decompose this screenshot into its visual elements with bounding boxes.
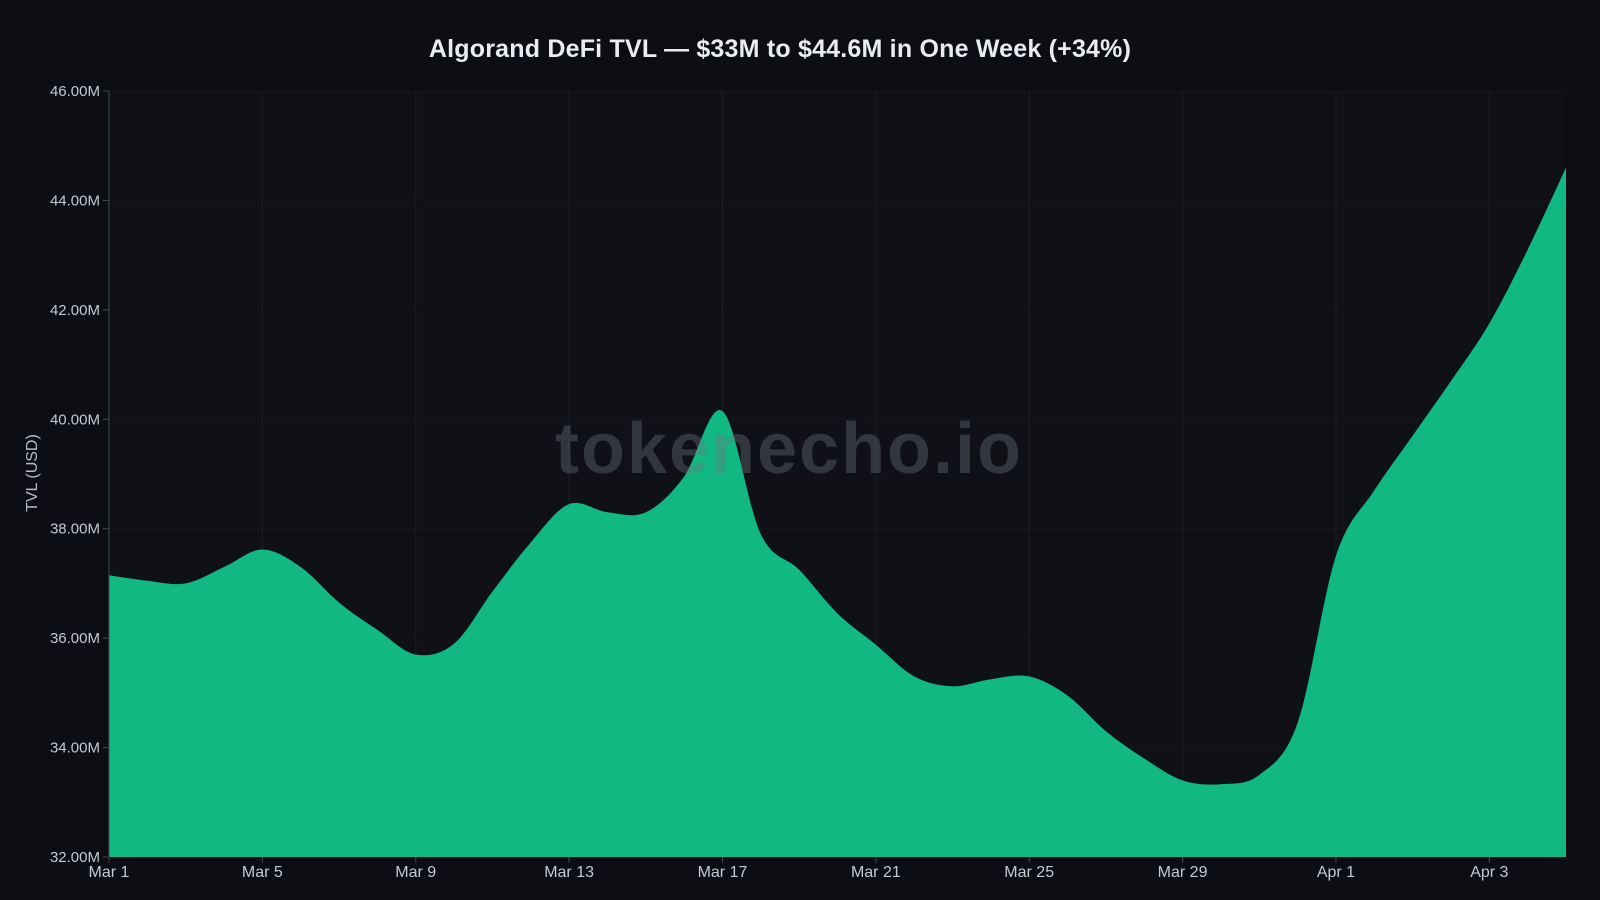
x-tick-label: Mar 29 bbox=[1158, 864, 1208, 881]
x-tick-label: Mar 13 bbox=[544, 864, 594, 881]
x-tick-label: Apr 3 bbox=[1470, 864, 1508, 881]
x-tick-label: Apr 1 bbox=[1317, 864, 1355, 881]
y-tick-label: 36.00M bbox=[50, 630, 100, 647]
y-tick-label: 42.00M bbox=[50, 302, 100, 319]
y-axis-title: TVL (USD) bbox=[24, 434, 41, 512]
y-tick-label: 34.00M bbox=[50, 740, 100, 757]
y-tick-label: 40.00M bbox=[50, 411, 100, 428]
y-tick-label: 32.00M bbox=[50, 849, 100, 866]
x-tick-label: Mar 17 bbox=[698, 864, 748, 881]
x-tick-label: Mar 5 bbox=[242, 864, 283, 881]
chart-title: Algorand DeFi TVL — $33M to $44.6M in On… bbox=[428, 35, 1132, 63]
y-tick-label: 44.00M bbox=[50, 192, 100, 209]
tvl-area-series bbox=[109, 167, 1566, 858]
x-tick-label: Mar 9 bbox=[395, 864, 436, 881]
y-tick-label: 46.00M bbox=[50, 83, 100, 100]
x-tick-label: Mar 1 bbox=[89, 864, 130, 881]
x-tick-label: Mar 21 bbox=[851, 864, 901, 881]
x-tick-label: Mar 25 bbox=[1004, 864, 1054, 881]
y-tick-label: 38.00M bbox=[50, 521, 100, 538]
